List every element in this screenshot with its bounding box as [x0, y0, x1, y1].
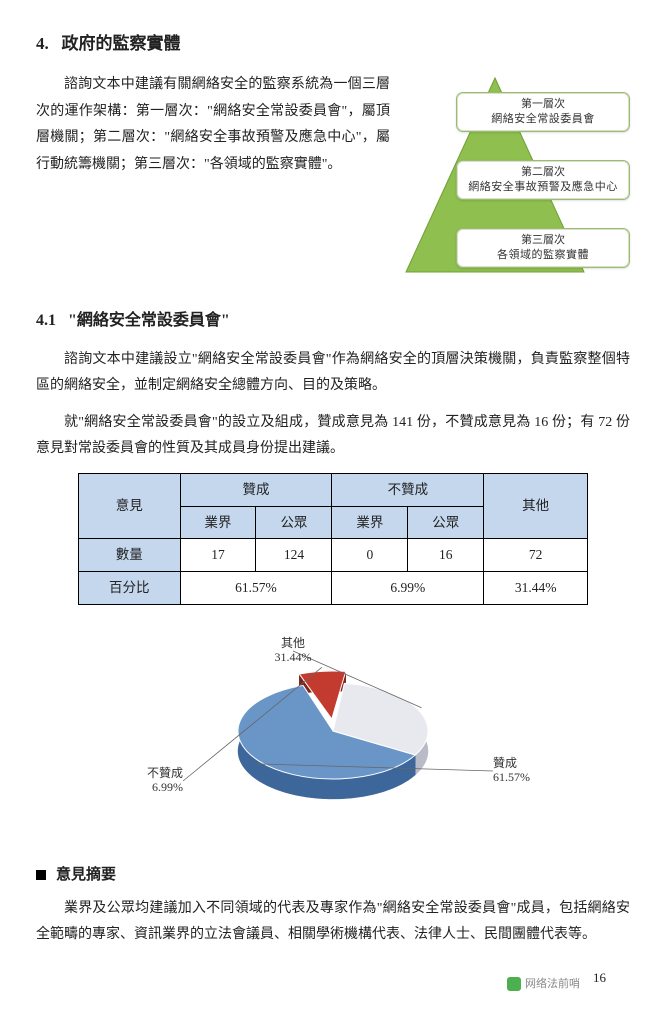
cell: 72 — [484, 539, 588, 572]
group-other: 其他 — [484, 474, 588, 539]
svg-text:31.44%: 31.44% — [275, 650, 312, 664]
pie-svg: 贊成61.57% 不贊成6.99% 其他31.44% — [133, 621, 533, 831]
cell: 17 — [180, 539, 256, 572]
cell: 61.57% — [180, 571, 332, 604]
pyramid-level-2: 第二層次 網絡安全事故預警及應急中心 — [456, 160, 630, 200]
bullet-square-icon — [36, 870, 46, 880]
group-disagree: 不贊成 — [332, 474, 484, 507]
summary-title: 意見摘要 — [56, 861, 116, 890]
svg-text:61.57%: 61.57% — [493, 770, 530, 784]
paragraph-1: 諮詢文本中建議設立"網絡安全常設委員會"作為網絡安全的頂層決策機關，負責監察整個… — [36, 347, 630, 400]
watermark-icon — [507, 977, 521, 991]
svg-text:6.99%: 6.99% — [152, 780, 183, 794]
svg-text:贊成: 贊成 — [493, 756, 517, 770]
table-row: 百分比 61.57% 6.99% 31.44% — [79, 571, 588, 604]
col-opinion: 意見 — [79, 474, 181, 539]
subcol: 公眾 — [408, 506, 484, 539]
cell: 16 — [408, 539, 484, 572]
page-number: 16 — [593, 966, 606, 991]
row-label: 百分比 — [79, 571, 181, 604]
svg-text:其他: 其他 — [281, 636, 305, 650]
page-footer: 16 网络法前哨 — [36, 967, 630, 997]
table-row: 意見 贊成 不贊成 其他 — [79, 474, 588, 507]
svg-text:不贊成: 不贊成 — [147, 766, 183, 780]
summary-heading: 意見摘要 — [36, 861, 630, 890]
table-row: 數量 17 124 0 16 72 — [79, 539, 588, 572]
subsection-heading: 4.1 "網絡安全常設委員會" — [36, 306, 630, 336]
opinion-table: 意見 贊成 不贊成 其他 業界 公眾 業界 公眾 數量 17 124 0 16 … — [78, 473, 588, 605]
watermark-text: 网络法前哨 — [525, 974, 580, 995]
pyramid-level-3: 第三層次 各領域的監察實體 — [456, 228, 630, 268]
subsection-title: "網絡安全常設委員會" — [68, 312, 230, 329]
watermark: 网络法前哨 — [507, 974, 580, 995]
row-label: 數量 — [79, 539, 181, 572]
cell: 31.44% — [484, 571, 588, 604]
subcol: 公眾 — [256, 506, 332, 539]
intro-paragraph: 諮詢文本中建議有關網絡安全的監察系統為一個三層次的運作架構：第一層次："網絡安全… — [36, 72, 390, 178]
pyramid-level-1: 第一層次 網絡安全常設委員會 — [456, 92, 630, 132]
summary-paragraph: 業界及公眾均建議加入不同領域的代表及專家作為"網絡安全常設委員會"成員，包括網絡… — [36, 896, 630, 949]
tier-pyramid-diagram: 第一層次 網絡安全常設委員會 第二層次 網絡安全事故預警及應急中心 第三層次 各… — [400, 72, 630, 282]
intro-row: 諮詢文本中建議有關網絡安全的監察系統為一個三層次的運作架構：第一層次："網絡安全… — [36, 72, 630, 282]
cell: 6.99% — [332, 571, 484, 604]
subcol: 業界 — [180, 506, 256, 539]
section-title: 政府的監察實體 — [62, 34, 181, 53]
section-heading: 4. 政府的監察實體 — [36, 28, 630, 60]
cell: 0 — [332, 539, 408, 572]
paragraph-2: 就"網絡安全常設委員會"的設立及組成，贊成意見為 141 份，不贊成意見為 16… — [36, 410, 630, 463]
pie-chart: 贊成61.57% 不贊成6.99% 其他31.44% — [36, 621, 630, 842]
subsection-number: 4.1 — [36, 312, 56, 329]
subcol: 業界 — [332, 506, 408, 539]
group-agree: 贊成 — [180, 474, 332, 507]
cell: 124 — [256, 539, 332, 572]
section-number: 4. — [36, 34, 49, 53]
